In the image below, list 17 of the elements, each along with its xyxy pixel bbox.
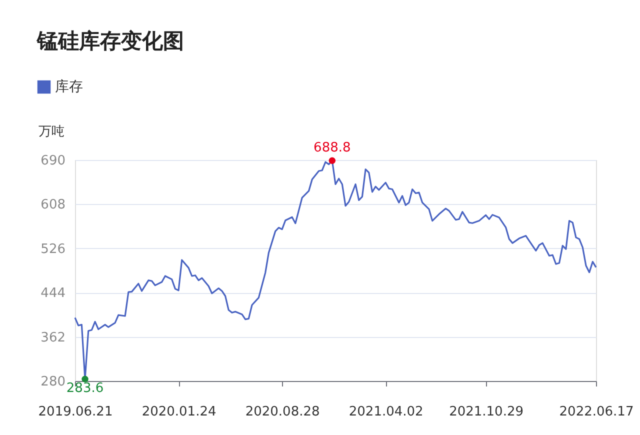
y-tick-label: 526 — [40, 242, 66, 257]
x-tick-label: 2019.06.21 — [38, 404, 113, 420]
legend-label: 库存 — [55, 79, 83, 95]
annotation: 283.6 — [66, 381, 104, 396]
annotation: 688.8 — [314, 140, 351, 156]
y-tick-label: 690 — [40, 154, 66, 168]
x-tick-label: 2020.01.24 — [142, 404, 216, 420]
x-tick-label: 2022.06.17 — [559, 404, 634, 420]
y-tick-label: 280 — [40, 374, 66, 390]
y-tick-label: 608 — [40, 198, 66, 213]
chart-title: 锰硅库存变化图 — [36, 29, 184, 53]
x-tick-label: 2021.10.29 — [449, 404, 524, 420]
x-tick-label: 2020.08.28 — [245, 404, 320, 420]
x-tick-label: 2021.04.02 — [348, 404, 424, 420]
y-axis-title: 万吨 — [38, 124, 64, 140]
y-tick-label: 362 — [40, 330, 66, 346]
y-tick-label: 444 — [40, 286, 66, 302]
